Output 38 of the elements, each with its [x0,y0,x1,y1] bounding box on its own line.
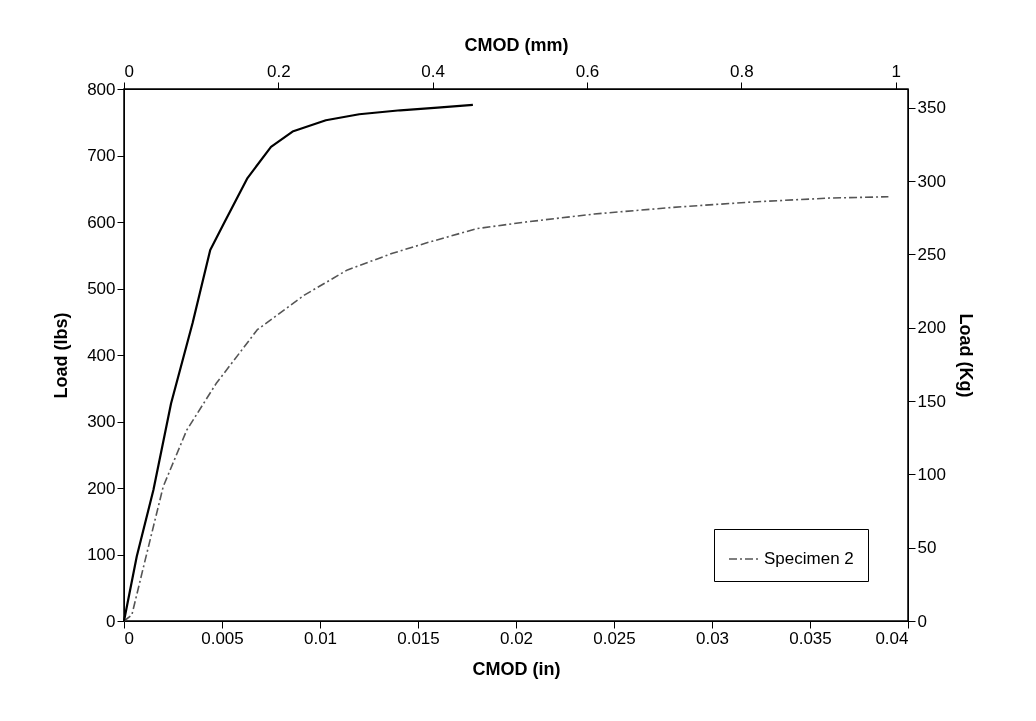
x2-tick-label: 0.4 [421,61,445,81]
x-tick-label: 0.035 [789,628,832,648]
y-tick-label: 300 [87,412,116,431]
y2-axis-title: Load (Kg) [955,313,976,398]
y-tick-label: 0 [106,611,116,631]
x-tick-label: 0.01 [303,628,338,648]
y-tick-label: 800 [87,79,116,99]
legend-label: Specimen 2 [764,549,854,568]
y2-tick-label: 100 [917,464,946,484]
x2-tick-label: 0.8 [730,61,754,81]
x-tick-label: 0.015 [397,628,440,648]
y2-tick-label: 200 [917,318,946,338]
x-tick-label: 0.03 [695,628,730,648]
x-tick-label: 0.005 [201,628,244,648]
y-axis-title: Load (lbs) [51,312,72,399]
y2-tick-label: 50 [917,538,937,558]
x2-tick-label: 0.6 [575,61,600,81]
x-axis-title: CMOD (in) [472,658,561,679]
x-tick-label: 0.02 [499,628,534,648]
y-tick-label: 400 [87,345,116,365]
x-tick-label: 0.025 [593,628,636,648]
y-tick-label: 700 [87,146,116,165]
y2-tick-label: 0 [917,611,927,631]
line-series [123,195,890,622]
x2-tick-label: 1 [891,61,901,81]
y2-tick-label: 150 [917,391,946,411]
x2-tick-label: 0 [124,61,134,81]
x2-tick-label: 0.2 [267,61,291,81]
y2-tick-label: 250 [917,244,946,264]
y2-tick-label: 300 [917,171,946,191]
x2-axis-title: CMOD (mm) [464,34,569,55]
y2-tick-label: 350 [917,98,946,118]
y-tick-label: 100 [87,545,116,564]
y-tick-label: 500 [87,279,116,298]
y-tick-label: 200 [87,478,116,498]
x-tick-label: 0.04 [875,628,909,648]
y-tick-label: 600 [87,212,116,232]
x-tick-label: 0 [124,628,134,648]
